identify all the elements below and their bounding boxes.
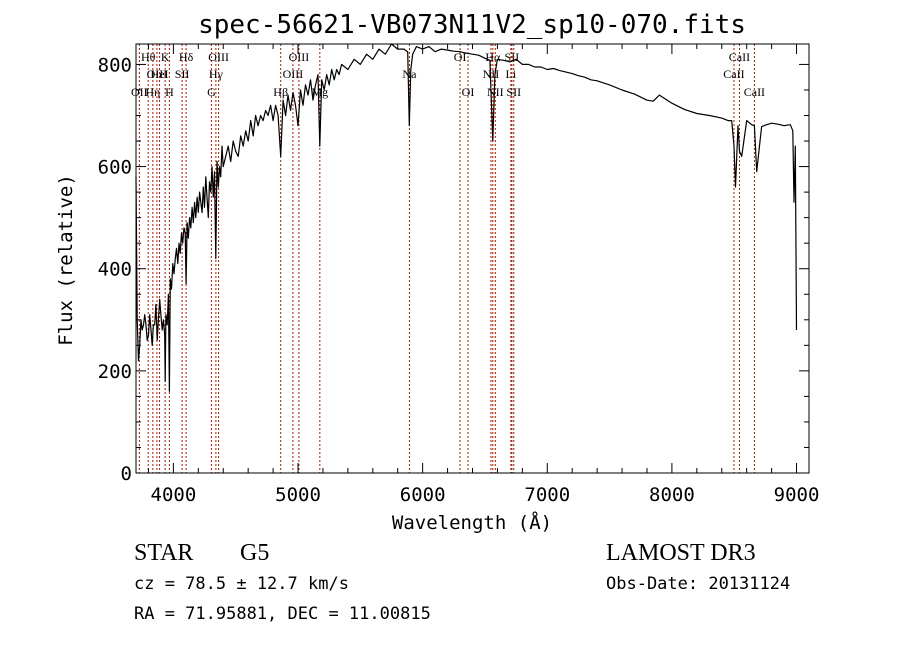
y-tick-label: 0 <box>121 463 132 485</box>
line-label-4: HeI <box>151 67 169 81</box>
x-tick-label: 8000 <box>649 484 695 506</box>
line-label-18: OI <box>462 85 475 99</box>
x-tick-label: 6000 <box>400 484 446 506</box>
spectral-line-markers: OIIHθHηOIIIHeIKHSIIHδGHγOIIIHβOIIIOIIIMg… <box>131 44 765 473</box>
line-label-6: H <box>165 85 174 99</box>
y-tick-label: 200 <box>98 361 132 383</box>
line-label-24: SII <box>506 85 521 99</box>
line-label-7: SII <box>175 67 190 81</box>
y-tick-label: 800 <box>98 54 132 76</box>
line-label-8: Hδ <box>179 50 194 64</box>
spectrum-line <box>135 43 798 392</box>
obs-date: Obs-Date: 20131124 <box>606 574 790 594</box>
line-label-23: SII <box>505 50 520 64</box>
line-label-22: Li <box>506 67 517 81</box>
redshift-cz: cz = 78.5 ± 12.7 km/s <box>134 574 349 594</box>
plot-frame <box>135 43 810 474</box>
line-label-12: Hβ <box>273 85 288 99</box>
line-label-25: CaII <box>723 67 744 81</box>
x-axis-label: Wavelength (Å) <box>392 511 552 534</box>
line-label-9: G <box>207 85 216 99</box>
object-class: STAR <box>134 540 193 566</box>
line-label-26: CaII <box>729 50 750 64</box>
line-label-5: K <box>161 50 170 64</box>
y-tick-label: 600 <box>98 157 132 179</box>
line-label-1: Hθ <box>141 50 156 64</box>
line-label-13: OIII <box>283 67 304 81</box>
line-label-11: OIII <box>208 50 229 64</box>
x-tick-label: 4000 <box>151 484 197 506</box>
line-label-27: CaII <box>744 85 765 99</box>
axis-ticks: 4000 5000 6000 7000 8000 9000 0 200 400 600 800 <box>98 44 820 506</box>
line-label-10: Hγ <box>209 67 224 81</box>
line-label-21: NII <box>487 85 504 99</box>
line-label-17: OI <box>454 50 467 64</box>
line-label-16: Na <box>402 67 417 81</box>
x-tick-label: 5000 <box>275 484 321 506</box>
x-tick-label: 7000 <box>524 484 570 506</box>
y-tick-label: 400 <box>98 259 132 281</box>
coordinates: RA = 71.95881, DEC = 11.00815 <box>134 604 431 624</box>
survey-name: LAMOST DR3 <box>606 540 756 566</box>
line-label-20: Hα <box>485 50 501 64</box>
spectrum-series <box>135 43 798 392</box>
line-label-14: OIII <box>289 50 310 64</box>
x-tick-label: 9000 <box>774 484 820 506</box>
y-axis-label: Flux (relative) <box>55 174 77 346</box>
line-label-2: Hη <box>145 85 160 99</box>
chart-title: spec-56621-VB073N11V2_sp10-070.fits <box>198 10 746 40</box>
line-label-0: OII <box>131 85 148 99</box>
line-label-3: OIII <box>147 67 168 81</box>
object-subclass: G5 <box>240 540 269 566</box>
